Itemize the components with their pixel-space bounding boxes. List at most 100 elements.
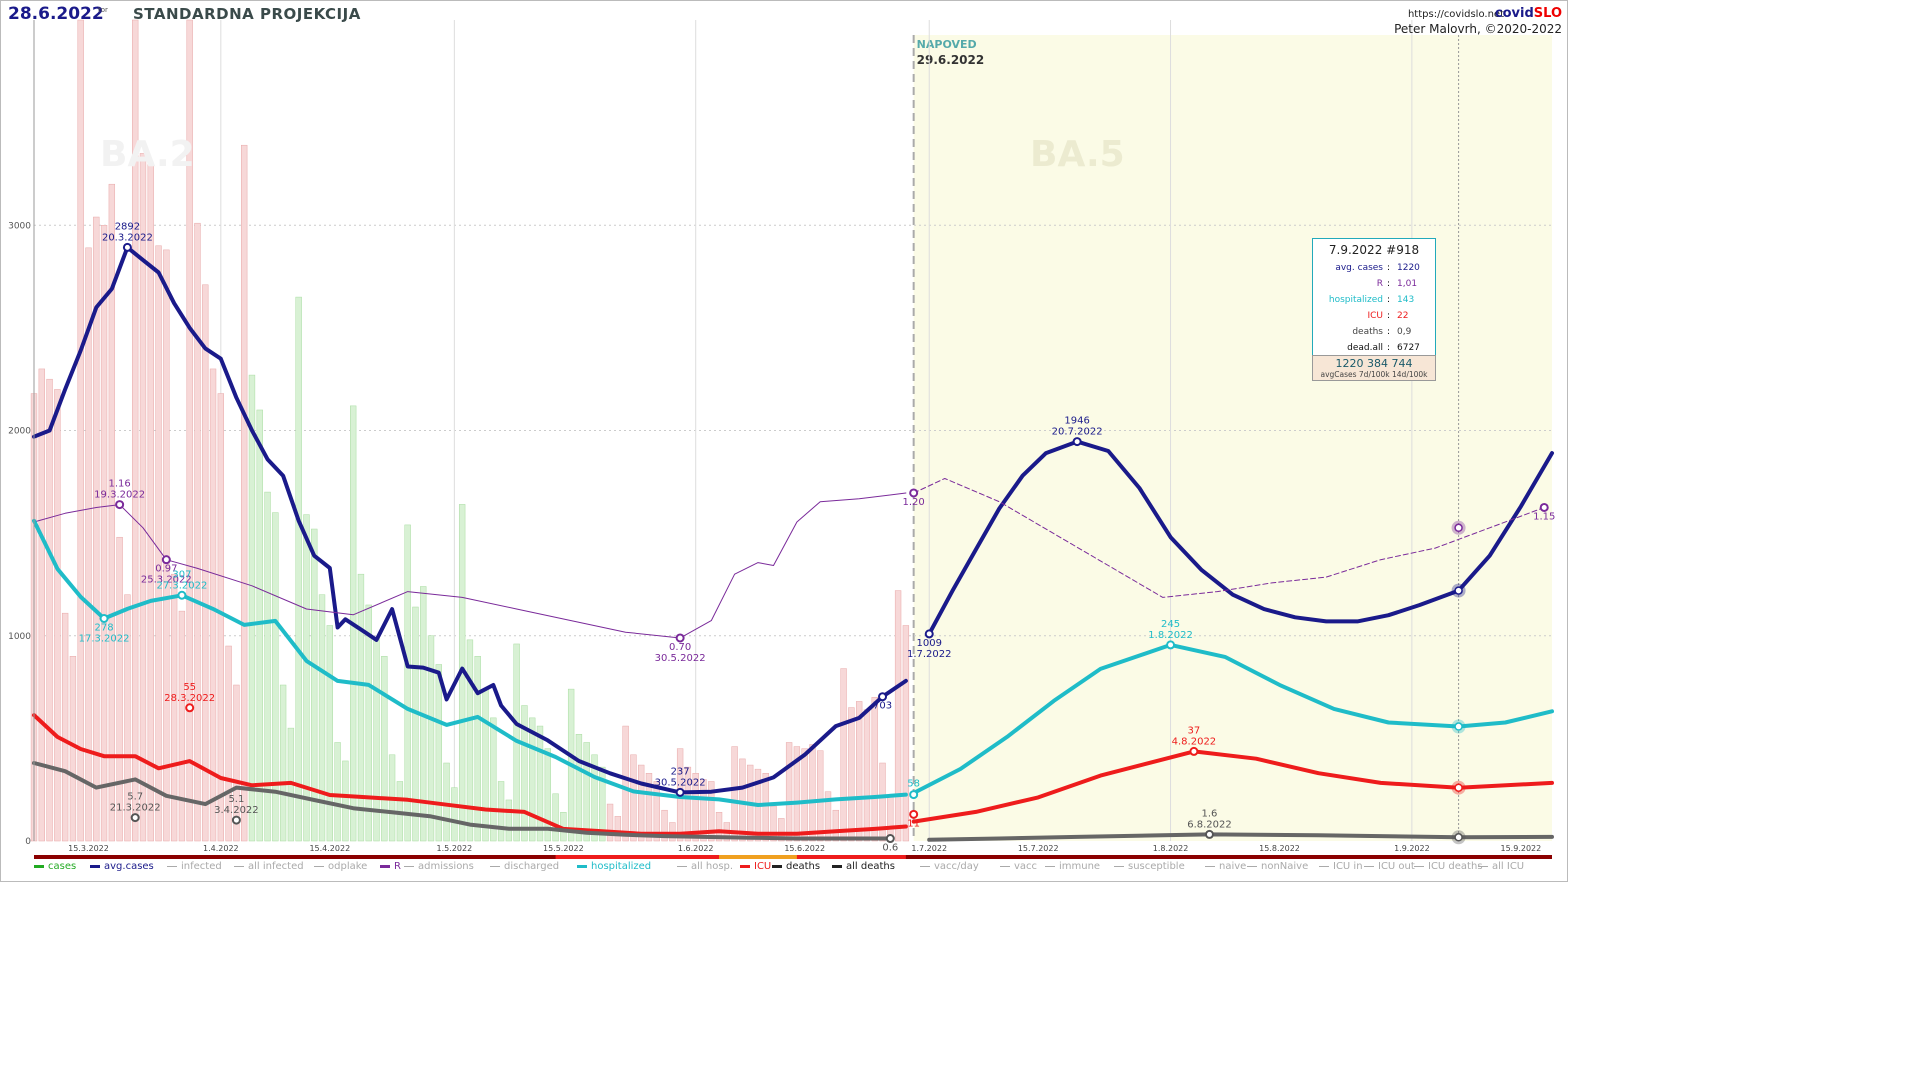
- label-marker: [878, 692, 888, 702]
- legend-item-naive[interactable]: naive: [1205, 861, 1246, 872]
- info-row-value: 1220: [1397, 263, 1420, 273]
- legend-label: cases: [48, 861, 77, 872]
- legend-item-odplake[interactable]: odplake: [314, 861, 367, 872]
- legend-item-vacc-day[interactable]: vacc/day: [920, 861, 979, 872]
- cases-bar: [840, 668, 847, 842]
- legend-item-susceptible[interactable]: susceptible: [1114, 861, 1185, 872]
- legend-item-all-infected[interactable]: all infected: [234, 861, 304, 872]
- legend-item-nonnaive[interactable]: nonNaive: [1247, 861, 1308, 872]
- cases-bar: [404, 524, 411, 842]
- cases-bar: [801, 748, 808, 842]
- cases-bar: [342, 760, 349, 842]
- forecast-region: [913, 35, 1552, 841]
- legend-label: vacc: [1014, 861, 1038, 872]
- info-row-key: dead.all: [1347, 343, 1383, 353]
- cases-bar: [318, 594, 326, 842]
- info-box-rows: avg. cases:1220 R:1,01 hospitalized:143 ICU…: [1313, 260, 1435, 356]
- info-point: [1454, 833, 1463, 842]
- label-marker: [115, 500, 125, 510]
- legend-label: all ICU: [1492, 861, 1525, 872]
- cases-bar: [116, 536, 123, 842]
- cases-bar: [599, 766, 606, 842]
- info-row: dead.all:6727: [1313, 340, 1435, 356]
- legend-swatch: [1414, 866, 1424, 867]
- cases-bar: [427, 635, 435, 842]
- cases-bar: [879, 762, 886, 842]
- legend-item-icu-out[interactable]: ICU out: [1364, 861, 1415, 872]
- y-tick-label: 0: [25, 837, 31, 847]
- label-date: 30.5.2022: [655, 777, 706, 788]
- info-row-colon: :: [1387, 343, 1391, 353]
- legend-item-infected[interactable]: infected: [167, 861, 222, 872]
- legend-label: R: [394, 861, 401, 872]
- axes: 0 1000 2000 3000 15.3.2022 1.4.2022 15.4.2022 1…: [8, 20, 1552, 859]
- legend-label: deaths: [786, 861, 821, 872]
- cases-bar: [824, 791, 832, 842]
- legend-item-icu-in[interactable]: ICU in: [1319, 861, 1363, 872]
- legend-label: ICU in: [1333, 861, 1363, 872]
- legend-label: nonNaive: [1261, 861, 1309, 872]
- legend-item-all-hosp-[interactable]: all hosp.: [677, 861, 733, 872]
- label-marker: [885, 834, 895, 844]
- legend-label: all deaths: [846, 861, 895, 872]
- info-box-numbers: 1220 384 744 avgCases 7d/100k 14d/100k: [1312, 355, 1436, 381]
- x-tick-label: 1.5.2022: [437, 844, 473, 853]
- cases-bar: [793, 746, 801, 842]
- y-tick-label: 3000: [8, 221, 31, 231]
- legend-item-avg-cases[interactable]: avg.cases: [90, 861, 154, 872]
- cases-bar: [311, 528, 318, 842]
- label-marker: [177, 590, 187, 600]
- author-credit: Peter Malovrh, ©2020-2022: [1394, 22, 1562, 36]
- cases-bar: [630, 754, 637, 842]
- legend-label: naive: [1219, 861, 1247, 872]
- info-row: hospitalized:143: [1313, 292, 1435, 308]
- label-value: 5.7: [127, 792, 143, 803]
- label-marker: [675, 787, 685, 797]
- label-value: 703: [873, 701, 892, 712]
- variant-ba2: BA.2: [100, 134, 195, 175]
- cases-bar: [645, 773, 653, 842]
- legend-item-deaths[interactable]: deaths: [772, 861, 820, 872]
- label-date: 1.8.2022: [1148, 630, 1193, 641]
- info-row-value: 1,01: [1397, 279, 1418, 289]
- cases-bar: [731, 746, 738, 842]
- date: 28.6.2022: [8, 4, 104, 24]
- legend-item-immune[interactable]: immune: [1045, 861, 1100, 872]
- cases-bar: [894, 590, 902, 842]
- legend-item-discharged[interactable]: discharged: [490, 861, 559, 872]
- label-date: 1.7.2022: [907, 649, 952, 660]
- legend-item-hospitalized[interactable]: hospitalized: [577, 861, 651, 872]
- cases-bar: [85, 247, 92, 842]
- cases-bar: [381, 656, 388, 842]
- legend-label: susceptible: [1128, 861, 1185, 872]
- legend-swatch: [1364, 866, 1374, 867]
- label-marker: [99, 613, 109, 623]
- label-value: 0.97: [155, 564, 177, 575]
- x-tick-label: 1.4.2022: [203, 844, 239, 853]
- legend-item-all-icu[interactable]: all ICU: [1478, 861, 1524, 872]
- legend-item-cases[interactable]: cases: [34, 861, 76, 872]
- legend-item-vacc[interactable]: vacc: [1000, 861, 1037, 872]
- legend-item-icu-deaths[interactable]: ICU deaths: [1414, 861, 1483, 872]
- legend-label: vacc/day: [934, 861, 979, 872]
- info-point: [1454, 722, 1463, 731]
- info-row-value: 143: [1397, 295, 1415, 305]
- cases-bar: [591, 754, 598, 842]
- site-link[interactable]: https://covidslo.net: [1407, 9, 1504, 20]
- info-box-numbers-values: 1220 384 744: [1335, 357, 1413, 370]
- legend-item-r[interactable]: R: [380, 861, 401, 872]
- info-row: R:1,01: [1313, 276, 1435, 292]
- series-line-icu: [32, 713, 908, 836]
- legend-item-all-deaths[interactable]: all deaths: [832, 861, 895, 872]
- legend-item-admissions[interactable]: admissions: [404, 861, 474, 872]
- cases-bar: [365, 604, 372, 842]
- legend-label: admissions: [418, 861, 474, 872]
- legend-item-icu[interactable]: ICU: [740, 861, 771, 872]
- cases-bar: [435, 664, 442, 842]
- cases-bar: [163, 249, 170, 842]
- info-row-colon: :: [1387, 327, 1391, 337]
- cases-bar: [124, 594, 131, 842]
- label-value: 1.20: [903, 497, 925, 508]
- legend-swatch: [1319, 866, 1329, 867]
